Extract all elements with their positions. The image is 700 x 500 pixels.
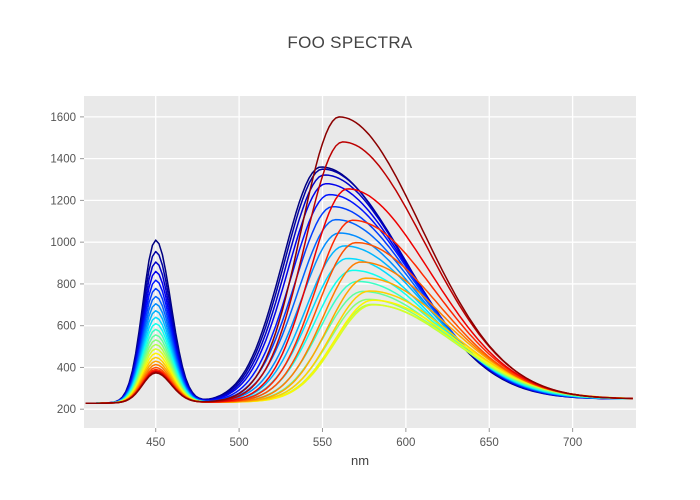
y-tick-label: 600 bbox=[57, 321, 76, 333]
x-axis-title: nm bbox=[350, 453, 370, 468]
y-tick-label: 1200 bbox=[50, 195, 76, 207]
y-tick-label: 400 bbox=[57, 362, 76, 374]
x-tick-label: 500 bbox=[229, 437, 248, 449]
x-tick-label: 550 bbox=[313, 437, 332, 449]
x-tick-label: 700 bbox=[563, 437, 582, 449]
y-tick-label: 200 bbox=[57, 404, 76, 416]
chart-title: FOO SPECTRA bbox=[287, 33, 413, 52]
x-tick-label: 600 bbox=[396, 437, 415, 449]
x-tick-label: 450 bbox=[146, 437, 165, 449]
spectrum-line-25[interactable] bbox=[85, 116, 633, 405]
y-tick-label: 1000 bbox=[50, 237, 76, 249]
y-tick-label: 1600 bbox=[50, 112, 76, 124]
x-tick-label: 650 bbox=[480, 437, 499, 449]
y-tick-label: 1400 bbox=[50, 154, 76, 166]
y-tick-label: 800 bbox=[57, 279, 76, 291]
